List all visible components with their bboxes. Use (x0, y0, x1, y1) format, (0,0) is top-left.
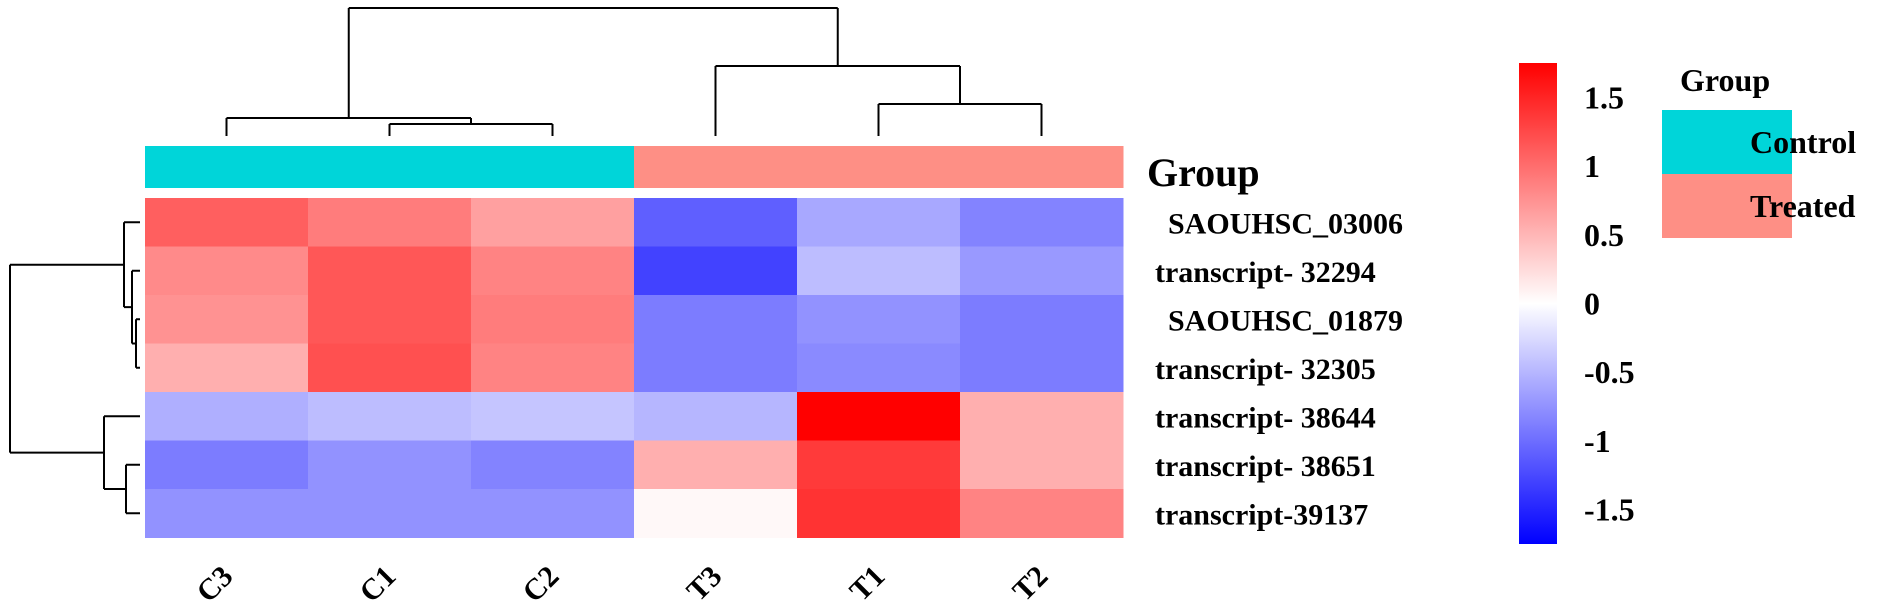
legend-item-label: Treated (1750, 188, 1856, 224)
column-label: T1 (843, 560, 891, 608)
heatmap-cell (797, 343, 961, 393)
colorbar-tick-label: -1.5 (1584, 492, 1635, 528)
row-dendrogram (9, 221, 140, 515)
column-label: T3 (680, 560, 728, 608)
heatmap-cell (145, 246, 309, 296)
heatmap-cell (634, 392, 798, 441)
heatmap-cell (145, 198, 309, 247)
heatmap-cell (145, 295, 309, 344)
heatmap-cell (308, 246, 472, 296)
colorbar-tick-label: 1.5 (1584, 79, 1624, 115)
column-label: C2 (516, 560, 565, 609)
heatmap-cell (634, 246, 798, 296)
heatmap-cell (960, 392, 1124, 441)
heatmap-cell (145, 343, 309, 393)
heatmap-cell (797, 295, 961, 344)
group-annotation-bar (145, 146, 1124, 188)
column-labels: C3 C1 C2 T3 T1 T2 (190, 560, 1054, 609)
heatmap-cell (797, 489, 961, 538)
heatmap-cell (471, 295, 635, 344)
heatmap-cell (308, 440, 472, 490)
row-label: SAOUHSC_03006 (1168, 207, 1403, 240)
legend-item-label: Control (1750, 124, 1856, 160)
heatmap-cell (960, 295, 1124, 344)
heatmap-cell (471, 440, 635, 490)
heatmap-cell (797, 392, 961, 441)
colorbar-tick-label: 0 (1584, 286, 1600, 322)
heatmap-cell (634, 440, 798, 490)
colorbar-ticks: 1.5 1 0.5 0 -0.5 -1 -1.5 (1584, 79, 1635, 527)
annotation-cell (797, 146, 961, 188)
heatmap-cell (308, 295, 472, 344)
column-label: C3 (190, 560, 239, 609)
row-label: transcript- 38651 (1155, 450, 1376, 483)
heatmap-cell (797, 198, 961, 247)
row-label: transcript- 32305 (1155, 353, 1376, 386)
heatmap-cell (960, 246, 1124, 296)
heatmap-cell (471, 392, 635, 441)
heatmap-cell (797, 440, 961, 490)
heatmap-cell (308, 343, 472, 393)
heatmap-cell (471, 246, 635, 296)
heatmap-cell (960, 343, 1124, 393)
row-label: SAOUHSC_01879 (1168, 304, 1403, 337)
annotation-title: Group (1147, 150, 1260, 195)
legend-title: Group (1680, 62, 1770, 98)
annotation-cell (145, 146, 309, 188)
heatmap-cell (634, 489, 798, 538)
heatmap-cell (471, 489, 635, 538)
colorbar (1519, 63, 1557, 544)
column-label: T2 (1006, 560, 1054, 608)
heatmap-cells (145, 198, 1124, 538)
annotation-cell (308, 146, 472, 188)
heatmap-cell (634, 295, 798, 344)
column-dendrogram-tree (225, 7, 1043, 136)
heatmap-cell (960, 198, 1124, 247)
heatmap-cell (471, 343, 635, 393)
legend-swatch (1662, 174, 1792, 238)
row-labels: SAOUHSC_03006 transcript- 32294 SAOUHSC_01… (1155, 207, 1403, 531)
heatmap-cell (145, 440, 309, 490)
heatmap-cell (471, 198, 635, 247)
heatmap-cell (797, 246, 961, 296)
heatmap-cell (308, 392, 472, 441)
colorbar-tick-label: 1 (1584, 148, 1600, 184)
heatmap-cell (960, 440, 1124, 490)
group-legend: Group Control Treated (1662, 62, 1856, 238)
heatmap-cell (308, 489, 472, 538)
row-label: transcript- 32294 (1155, 256, 1376, 289)
legend-swatch (1662, 110, 1792, 174)
row-label: transcript-39137 (1155, 498, 1368, 531)
column-label: C1 (353, 560, 402, 609)
row-label: transcript- 38644 (1155, 401, 1376, 434)
colorbar-tick-label: -1 (1584, 423, 1611, 459)
heatmap-cell (145, 392, 309, 441)
heatmap-cell (308, 198, 472, 247)
heatmap-cell (960, 489, 1124, 538)
colorbar-tick-label: 0.5 (1584, 217, 1624, 253)
heatmap-cell (634, 198, 798, 247)
heatmap-cell (634, 343, 798, 393)
annotation-cell (960, 146, 1124, 188)
annotation-cell (471, 146, 635, 188)
annotation-cell (634, 146, 798, 188)
heatmap-cell (145, 489, 309, 538)
colorbar-tick-label: -0.5 (1584, 354, 1635, 390)
